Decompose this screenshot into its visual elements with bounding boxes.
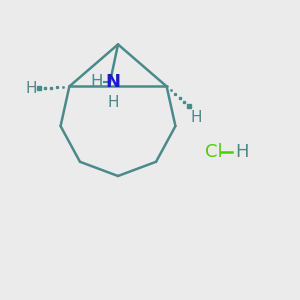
Text: H: H <box>91 74 103 92</box>
Text: H: H <box>26 81 38 96</box>
Text: N: N <box>106 74 121 92</box>
Text: Cl: Cl <box>205 143 223 161</box>
Text: H: H <box>107 95 119 110</box>
Text: H: H <box>235 143 248 161</box>
Text: H: H <box>190 110 202 125</box>
